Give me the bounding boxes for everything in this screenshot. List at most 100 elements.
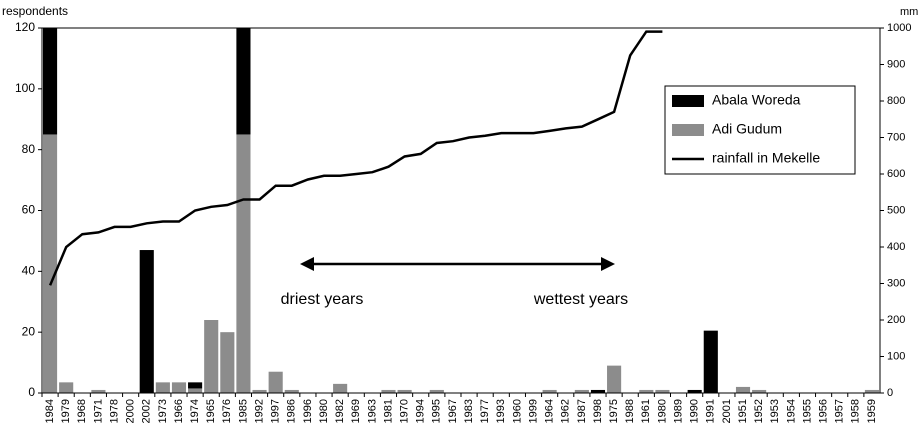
bar <box>236 134 251 394</box>
x-tick-label: 1989 <box>672 399 684 423</box>
x-tick-label: 1991 <box>705 399 717 423</box>
bar <box>43 28 58 135</box>
bar <box>139 250 154 393</box>
x-tick-label: 1988 <box>624 399 636 423</box>
x-tick-label: 1993 <box>495 399 507 423</box>
y2-tick-label: 500 <box>887 204 905 216</box>
x-tick-label: 1961 <box>640 399 652 423</box>
y2-tick-label: 200 <box>887 314 905 326</box>
bar <box>59 382 74 393</box>
x-tick-label: 1998 <box>592 399 604 423</box>
x-tick-label: 1951 <box>737 399 749 423</box>
y-axis-label: respondents <box>2 4 68 18</box>
x-tick-label: 2002 <box>141 399 153 423</box>
y2-tick-label: 800 <box>887 95 905 107</box>
legend-swatch <box>672 124 704 136</box>
x-tick-label: 1957 <box>834 399 846 423</box>
annotation: driest years <box>281 291 364 308</box>
y-tick-label: 100 <box>15 81 35 95</box>
x-tick-label: 1986 <box>286 399 298 423</box>
x-tick-label: 1974 <box>189 399 201 423</box>
x-tick-label: 1983 <box>463 399 475 423</box>
bars <box>43 28 879 394</box>
bar <box>204 320 219 393</box>
bar <box>43 134 58 394</box>
bar <box>542 389 557 393</box>
x-tick-label: 1977 <box>479 399 491 423</box>
x-tick-label: 1984 <box>44 399 56 423</box>
x-tick-label: 1975 <box>608 399 620 423</box>
x-tick-label: 2000 <box>125 399 137 423</box>
annotation: wettest years <box>533 291 628 308</box>
x-tick-label: 1976 <box>221 399 233 423</box>
y-tick-label: 40 <box>22 264 36 278</box>
y-tick-label: 0 <box>28 385 35 399</box>
x-tick-label: 1996 <box>302 399 314 423</box>
bar <box>735 386 751 393</box>
x-tick-label: 1992 <box>253 399 265 423</box>
x-tick-label: 1999 <box>527 399 539 423</box>
y2-tick-label: 1000 <box>887 22 911 34</box>
x-tick-label: 1962 <box>560 399 572 423</box>
x-tick-label: 1960 <box>511 399 523 423</box>
bar <box>655 389 670 393</box>
bar <box>429 389 444 393</box>
bar <box>171 382 187 393</box>
x-tick-label: 1994 <box>415 399 427 423</box>
bar <box>155 382 170 393</box>
bar <box>703 330 718 393</box>
x-tick-label: 1965 <box>205 399 217 423</box>
bar <box>574 389 589 393</box>
x-tick-label: 1985 <box>237 399 249 423</box>
x-tick-label: 1964 <box>544 399 556 423</box>
x-tick-label: 1970 <box>399 399 411 423</box>
y2-tick-label: 300 <box>887 277 905 289</box>
bar <box>639 389 654 393</box>
bar <box>284 389 299 393</box>
line <box>48 30 663 286</box>
x-tick-label: 1967 <box>447 399 459 423</box>
axes: 0 20 40 60 80 100 120 0 100 200 300 400 500 600 700 800… <box>15 20 912 423</box>
y2-tick-label: 900 <box>887 58 905 70</box>
y-tick-label: 120 <box>15 20 35 34</box>
x-tick-label: 1971 <box>92 399 104 423</box>
x-tick-label: 1956 <box>818 399 830 423</box>
legend-label: Abala Woreda <box>712 92 801 108</box>
x-tick-label: 1955 <box>801 399 813 423</box>
x-tick-label: 1982 <box>334 399 346 423</box>
x-tick-label: 1980 <box>656 399 668 423</box>
y2-tick-label: 0 <box>887 387 893 399</box>
x-tick-label: 1958 <box>850 399 862 423</box>
x-tick-label: 1969 <box>350 399 362 423</box>
bar <box>864 389 879 393</box>
x-tick-label: 1978 <box>108 399 120 423</box>
x-tick-label: 1981 <box>382 399 394 423</box>
x-tick-label: 1990 <box>689 399 701 423</box>
x-tick-label: 1997 <box>270 399 282 423</box>
arrow <box>300 257 615 271</box>
bar <box>188 382 203 389</box>
x-tick-label: 1966 <box>173 399 185 423</box>
bar <box>333 383 348 393</box>
legend-label: Adi Gudum <box>712 121 782 137</box>
x-tick-label: 1973 <box>157 399 169 423</box>
x-tick-label: 1963 <box>366 399 378 423</box>
y2-tick-label: 400 <box>887 241 905 253</box>
y2-tick-label: 700 <box>887 131 905 143</box>
x-tick-label: 1952 <box>753 399 765 423</box>
bar <box>752 389 767 393</box>
bar <box>220 332 235 393</box>
y2-tick-label: 100 <box>887 350 905 362</box>
x-tick-label: 1959 <box>866 399 878 423</box>
y-tick-label: 20 <box>22 324 36 338</box>
x-tick-label: 1995 <box>431 399 443 423</box>
y2-tick-label: 600 <box>887 168 905 180</box>
bar <box>91 389 106 393</box>
bar <box>607 365 622 393</box>
bar <box>252 389 267 393</box>
bar <box>687 389 702 393</box>
bar <box>188 388 203 393</box>
bar <box>590 389 606 393</box>
bar <box>268 371 283 393</box>
